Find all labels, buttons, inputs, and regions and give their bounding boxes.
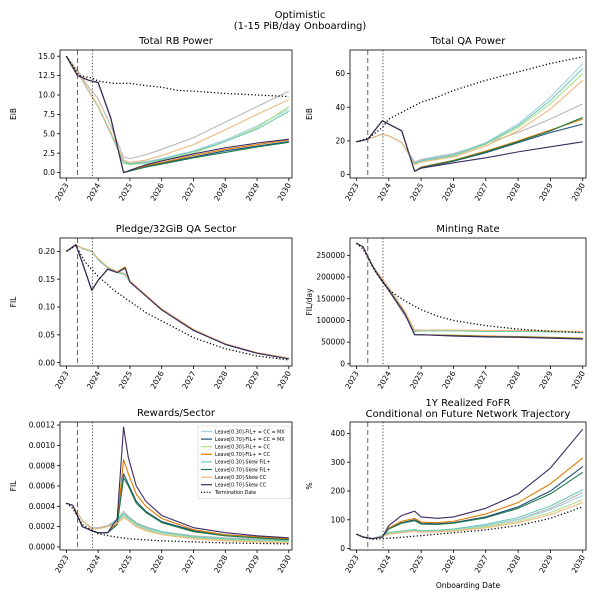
y-tick-label: 0 [340, 544, 345, 553]
legend-entry-label: Leave[0.70]-Skew FIL+ [215, 467, 270, 473]
y-tick-label: 0.0000 [29, 543, 55, 552]
series-line-leave-0-70-skew-cc [356, 242, 583, 340]
series-line-leave-0-30-skew-cc [66, 502, 289, 544]
series-group [65, 55, 290, 174]
y-tick-label: 250000 [316, 251, 345, 260]
legend: Leave[0.30]-FIL+ = CC = MX Leave[0.70]-FI… [197, 425, 292, 499]
legend-entry-label: Leave[0.30]-Skew CC [215, 475, 267, 481]
y-axis-label: FIL [9, 480, 18, 492]
y-tick-label: 7.5 [43, 110, 55, 119]
y-tick-label: 0.05 [38, 330, 55, 339]
y-tick-label: 0.0 [43, 168, 55, 177]
y-axis-label: FIL/day [305, 288, 314, 316]
y-tick-label: 0.00 [38, 358, 55, 367]
chart-subtitle: Conditional on Future Network Trajectory [366, 409, 571, 420]
chart-title: Total QA Power [430, 36, 507, 47]
series-line-termination-date [65, 55, 289, 98]
y-tick-label: 0 [340, 359, 345, 368]
y-tick-label: 12.5 [38, 71, 55, 80]
series-group [66, 244, 289, 361]
y-axis-label: EiB [9, 108, 18, 120]
y-axis-label: % [305, 482, 314, 489]
y-tick-label: 100 [331, 515, 346, 524]
y-tick-label: 400 [331, 429, 346, 438]
y-tick-label: 10.0 [38, 91, 55, 100]
suptitle-line-2: (1-15 PiB/day Onboarding) [234, 21, 367, 32]
legend-entry-label: Leave[0.70]-Skew CC [215, 483, 267, 489]
series-group [356, 242, 583, 340]
legend-entry-label: Leave[0.30]-FIL+ = CC [215, 445, 271, 451]
legend-entry-label: Leave[0.30]-Skew FIL+ [215, 460, 270, 466]
y-tick-label: 0.0010 [29, 441, 55, 450]
axes-frame [349, 421, 587, 551]
series-line-leave-0-70-skew-cc [356, 120, 583, 172]
y-tick-label: 60 [335, 69, 345, 78]
y-tick-label: 0.15 [38, 275, 55, 284]
series-line-leave-0-30-skew-cc [66, 244, 289, 359]
y-tick-label: 200000 [316, 273, 345, 282]
chart-title: Rewards/Sector [137, 408, 216, 419]
y-tick-label: 0.0004 [29, 502, 55, 511]
y-tick-label: 0.0002 [29, 522, 55, 531]
y-tick-label: 15.0 [38, 52, 55, 61]
y-tick-label: 40 [335, 103, 345, 112]
series-line-termination-date [65, 502, 289, 545]
y-tick-label: 100000 [316, 316, 345, 325]
legend-entry-label: Termination Date [214, 490, 256, 496]
suptitle-line-1: Optimistic [275, 10, 326, 21]
chart-title: Total RB Power [138, 36, 214, 47]
series-group [356, 428, 584, 541]
y-tick-label: 300 [331, 458, 346, 467]
legend-entry-label: Leave[0.70]-FIL+ = CC = MX [215, 437, 285, 443]
y-tick-label: 0.20 [38, 247, 55, 256]
chart-title: Pledge/32GiB QA Sector [116, 224, 237, 235]
legend-box [197, 425, 292, 499]
legend-entry-label: Leave[0.30]-FIL+ = CC = MX [215, 429, 285, 435]
series-line-leave-0-70-skew-cc [66, 244, 289, 360]
legend-entry-label: Leave[0.70]-FIL+ = CC [215, 452, 271, 458]
series-group [65, 426, 289, 545]
y-tick-label: 2.5 [43, 149, 55, 158]
y-tick-label: 0.0012 [29, 421, 55, 430]
x-axis-label: Onboarding Date [436, 581, 501, 590]
series-line-termination-date [66, 245, 289, 361]
series-group [356, 56, 584, 172]
y-axis-label: FIL [9, 296, 18, 308]
y-tick-label: 0.0006 [29, 482, 55, 491]
y-tick-label: 0.0008 [29, 461, 55, 470]
axes-frame [349, 49, 587, 179]
y-tick-label: 20 [335, 137, 345, 146]
y-tick-label: 50000 [321, 338, 345, 347]
y-axis-label: EiB [305, 108, 314, 120]
series-line-leave-0-30-skew-cc [65, 55, 290, 164]
series-line-leave-0-70-skew-cc [66, 426, 289, 539]
y-tick-label: 0 [340, 170, 345, 179]
series-line-termination-date [356, 56, 583, 143]
chart-panel-1: Total RB Power0.02.55.07.510.012.515.020… [9, 36, 293, 203]
series-line-leave-0-70-skew-cc [65, 55, 289, 174]
series-line-gray-unlabeled [65, 55, 290, 160]
series-line-termination-date [356, 242, 583, 334]
y-tick-label: 0.10 [38, 303, 55, 312]
y-tick-label: 5.0 [43, 129, 55, 138]
series-line-leave-0-30-skew-cc [356, 79, 584, 166]
y-tick-label: 150000 [316, 294, 345, 303]
y-tick-label: 200 [331, 487, 346, 496]
axes-frame [349, 237, 587, 367]
chart-title: 1Y Realized FoFR [425, 398, 510, 409]
axes-frame [59, 237, 293, 367]
series-line-leave-0-70-skew-cc [356, 428, 584, 540]
chart-title: Minting Rate [436, 224, 499, 235]
